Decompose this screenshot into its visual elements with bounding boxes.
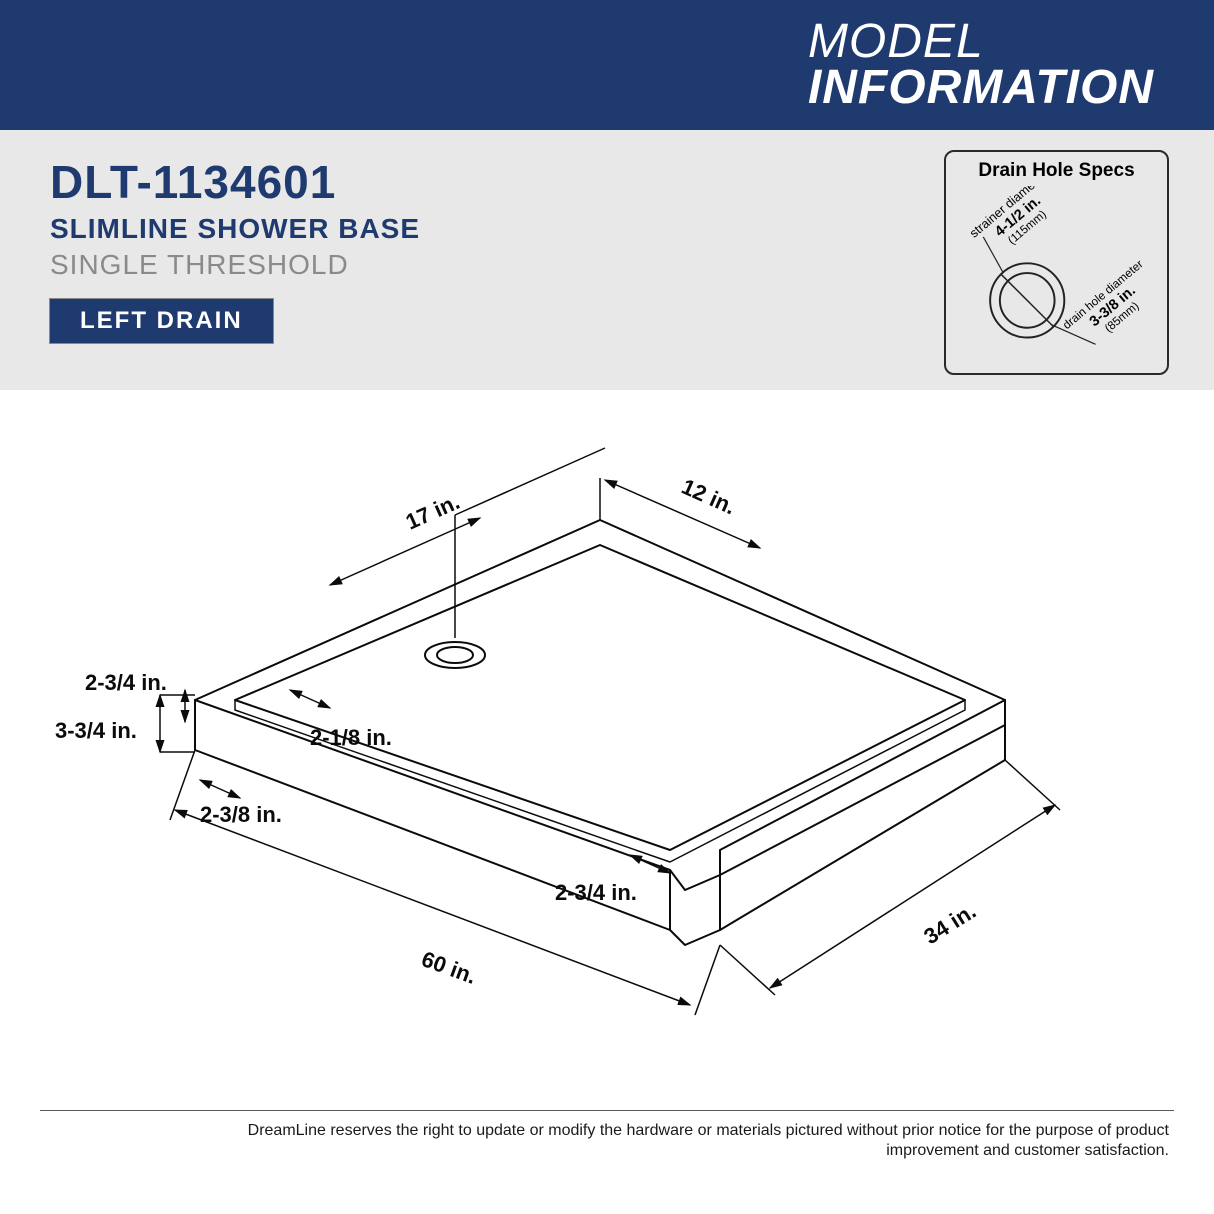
info-band: DLT-1134601 SLIMLINE SHOWER BASE SINGLE …	[0, 130, 1214, 390]
dim-height-outer: 3-3/4 in.	[55, 718, 137, 743]
diagram-area: 17 in. 12 in. 2-3/4 in. 3-3/4 in. 2-1/8 …	[0, 390, 1214, 1110]
header-band: MODEL INFORMATION	[0, 0, 1214, 130]
drain-spec-diagram: strainer diameter 4-1/2 in. (115mm) drai…	[954, 186, 1159, 366]
dim-top-right: 12 in.	[678, 474, 740, 520]
drain-spec-box: Drain Hole Specs strainer diameter 4-1/2…	[944, 150, 1169, 375]
dim-height-inner: 2-3/4 in.	[85, 670, 167, 695]
dim-top-left: 17 in.	[402, 489, 464, 535]
dim-lip-inner: 2-1/8 in.	[310, 725, 392, 750]
dim-front-lip: 2-3/4 in.	[555, 880, 637, 905]
shower-base-diagram: 17 in. 12 in. 2-3/4 in. 3-3/4 in. 2-1/8 …	[0, 390, 1214, 1110]
header-line1: MODEL	[808, 19, 1154, 65]
header-line2: INFORMATION	[808, 65, 1154, 111]
drain-spec-title: Drain Hole Specs	[954, 160, 1159, 182]
dim-depth: 34 in.	[919, 898, 980, 949]
dim-lip-left: 2-3/8 in.	[200, 802, 282, 827]
dim-length: 60 in.	[418, 946, 479, 989]
drain-badge: LEFT DRAIN	[50, 299, 273, 343]
disclaimer: DreamLine reserves the right to update o…	[0, 1111, 1214, 1161]
header-title: MODEL INFORMATION	[808, 19, 1154, 110]
